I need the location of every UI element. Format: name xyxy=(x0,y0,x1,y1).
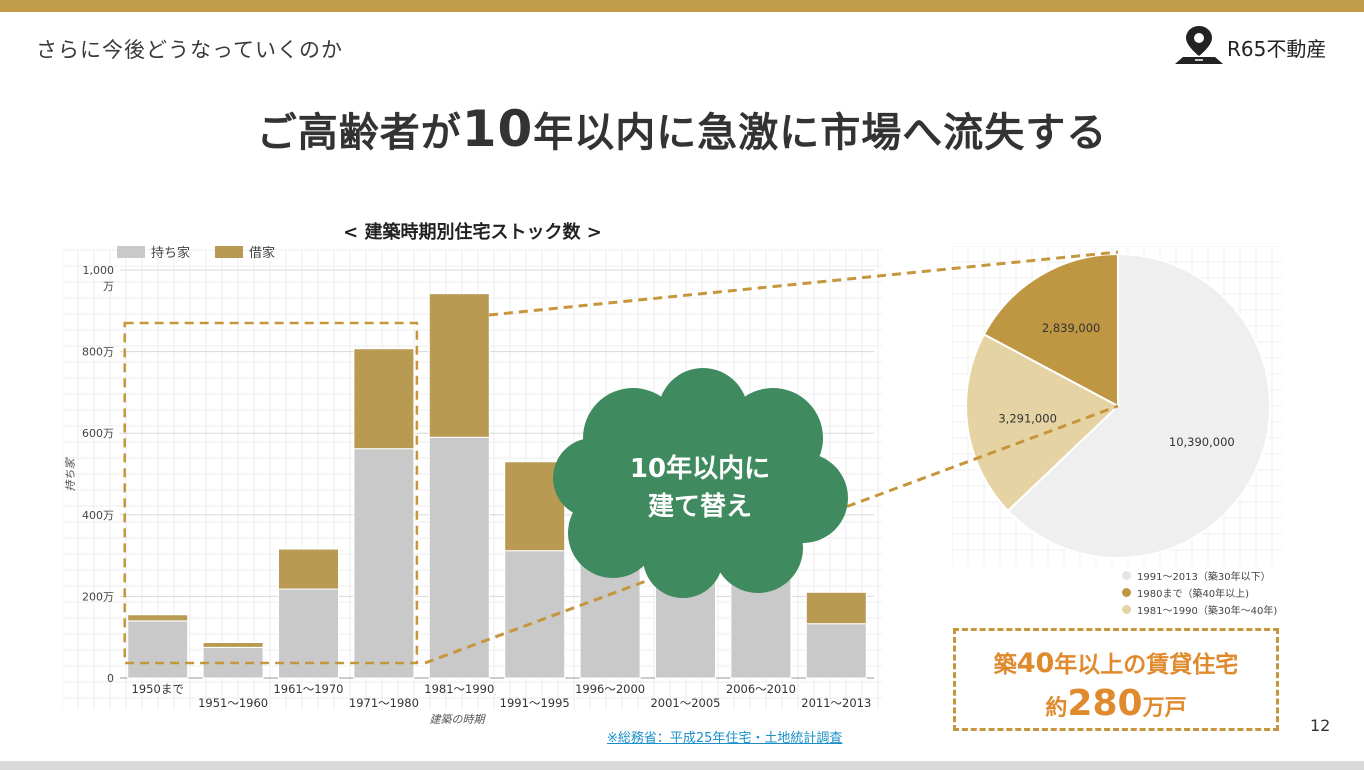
legend-dot xyxy=(1122,588,1131,597)
pie-legend-item: 1980まで（築40年以上) xyxy=(1122,584,1277,601)
stat-prefix: 築 xyxy=(993,652,1017,678)
bottom-bar xyxy=(0,761,1364,770)
logo xyxy=(1175,26,1223,64)
legend-label: 持ち家 xyxy=(151,245,190,261)
logo-text: R65不動産 xyxy=(1227,37,1327,61)
pie-legend: 1991～2013（築30年以下） 1980まで（築40年以上) 1981～1990… xyxy=(1122,567,1277,618)
headline-number: 10 xyxy=(461,100,534,158)
x-tick-label: 2001～2005 xyxy=(650,696,720,710)
bar-rented xyxy=(278,548,339,590)
stat-years: 40 xyxy=(1016,648,1055,679)
source-link[interactable]: ※総務省：平成25年住宅・土地統計調査 xyxy=(607,731,843,746)
x-axis-label: 建築の時期 xyxy=(430,713,487,726)
pie-legend-label: 1981～1990（築30年～40年) xyxy=(1137,606,1278,617)
x-tick-label: 1951～1960 xyxy=(198,696,268,710)
x-tick-label: 1961～1970 xyxy=(273,682,343,696)
bar-owned xyxy=(353,448,415,679)
stat-unit: 万戸 xyxy=(1142,696,1187,721)
pie-chart: 10,390,000 3,291,000 2,839,000 xyxy=(952,246,1282,564)
y-tick-label: 1,000 xyxy=(83,264,115,277)
y-tick-label: 万 xyxy=(103,280,114,293)
bar-owned xyxy=(127,620,189,679)
stat-desc: 年以上の賃貸住宅 xyxy=(1054,652,1239,678)
stat-about: 約 xyxy=(1045,696,1068,721)
y-tick-label: 200万 xyxy=(82,590,114,603)
bar-rented xyxy=(428,293,490,438)
bar-rented xyxy=(202,642,264,648)
pie-legend-item: 1981～1990（築30年～40年) xyxy=(1122,601,1277,618)
callout-cloud xyxy=(553,368,848,598)
legend-swatch xyxy=(215,246,243,258)
connector-line-bottom xyxy=(424,404,1119,665)
pie-slice xyxy=(1006,252,1271,559)
stat-line1: 築40年以上の賃貸住宅 xyxy=(956,645,1276,679)
callout-line1: 10年以内に xyxy=(629,454,771,484)
pie-slice-label: 10,390,000 xyxy=(1169,435,1235,449)
stat-count: 280 xyxy=(1067,683,1143,724)
callout-line2: 建て替え xyxy=(647,492,752,522)
y-tick-label: 400万 xyxy=(82,509,114,522)
pie-slice xyxy=(965,332,1120,513)
top-accent-bar xyxy=(0,0,1364,12)
bar-owned xyxy=(805,623,867,679)
headline-part3: 年以内に急激に市場へ流失する xyxy=(533,110,1108,156)
page-number: 12 xyxy=(1310,716,1331,735)
legend-dot xyxy=(1122,571,1131,580)
bar-owned xyxy=(428,436,490,679)
x-tick-label: 2006～2010 xyxy=(726,682,796,696)
x-tick-label: 1996～2000 xyxy=(575,682,645,696)
y-tick-label: 0 xyxy=(107,672,114,685)
x-tick-label: 1950まで xyxy=(132,682,184,696)
section-title: さらに今後どうなっていくのか xyxy=(36,38,343,62)
bar-rented xyxy=(805,591,867,625)
x-tick-label: 1981～1990 xyxy=(424,682,494,696)
legend-label: 借家 xyxy=(249,245,275,261)
pie-legend-item: 1991～2013（築30年以下） xyxy=(1122,567,1277,584)
stat-box: 築40年以上の賃貸住宅 約280万戸 xyxy=(953,628,1279,731)
callout-text: 10年以内に 建て替え xyxy=(595,450,805,526)
legend-dot xyxy=(1122,605,1131,614)
pie-slice-label: 2,839,000 xyxy=(1042,321,1101,335)
x-tick-label: 2011～2013 xyxy=(801,696,871,710)
y-tick-label: 600万 xyxy=(82,427,114,440)
bar-rented xyxy=(127,614,189,622)
connector-line-top xyxy=(488,250,1119,317)
x-tick-label: 1971～1980 xyxy=(349,696,419,710)
x-tick-label: 1991～1995 xyxy=(500,696,570,710)
pie-legend-label: 1991～2013（築30年以下） xyxy=(1137,572,1271,583)
chart-title: < 建築時期別住宅ストック数 > xyxy=(343,222,602,243)
pie-slice-label: 3,291,000 xyxy=(998,411,1057,425)
y-tick-label: 800万 xyxy=(82,346,114,359)
y-axis-label: 持ち家 xyxy=(64,457,77,492)
bar-rented xyxy=(353,348,415,450)
map-pin-icon xyxy=(1175,26,1223,64)
pie-legend-label: 1980まで（築40年以上) xyxy=(1137,589,1250,600)
headline: ご高齢者が10年以内に急激に市場へ流失する xyxy=(0,100,1364,158)
bar-owned xyxy=(504,550,566,679)
legend-swatch xyxy=(117,246,145,258)
headline-part1: ご高齢者が xyxy=(256,110,462,156)
stat-line2: 約280万戸 xyxy=(956,683,1276,724)
